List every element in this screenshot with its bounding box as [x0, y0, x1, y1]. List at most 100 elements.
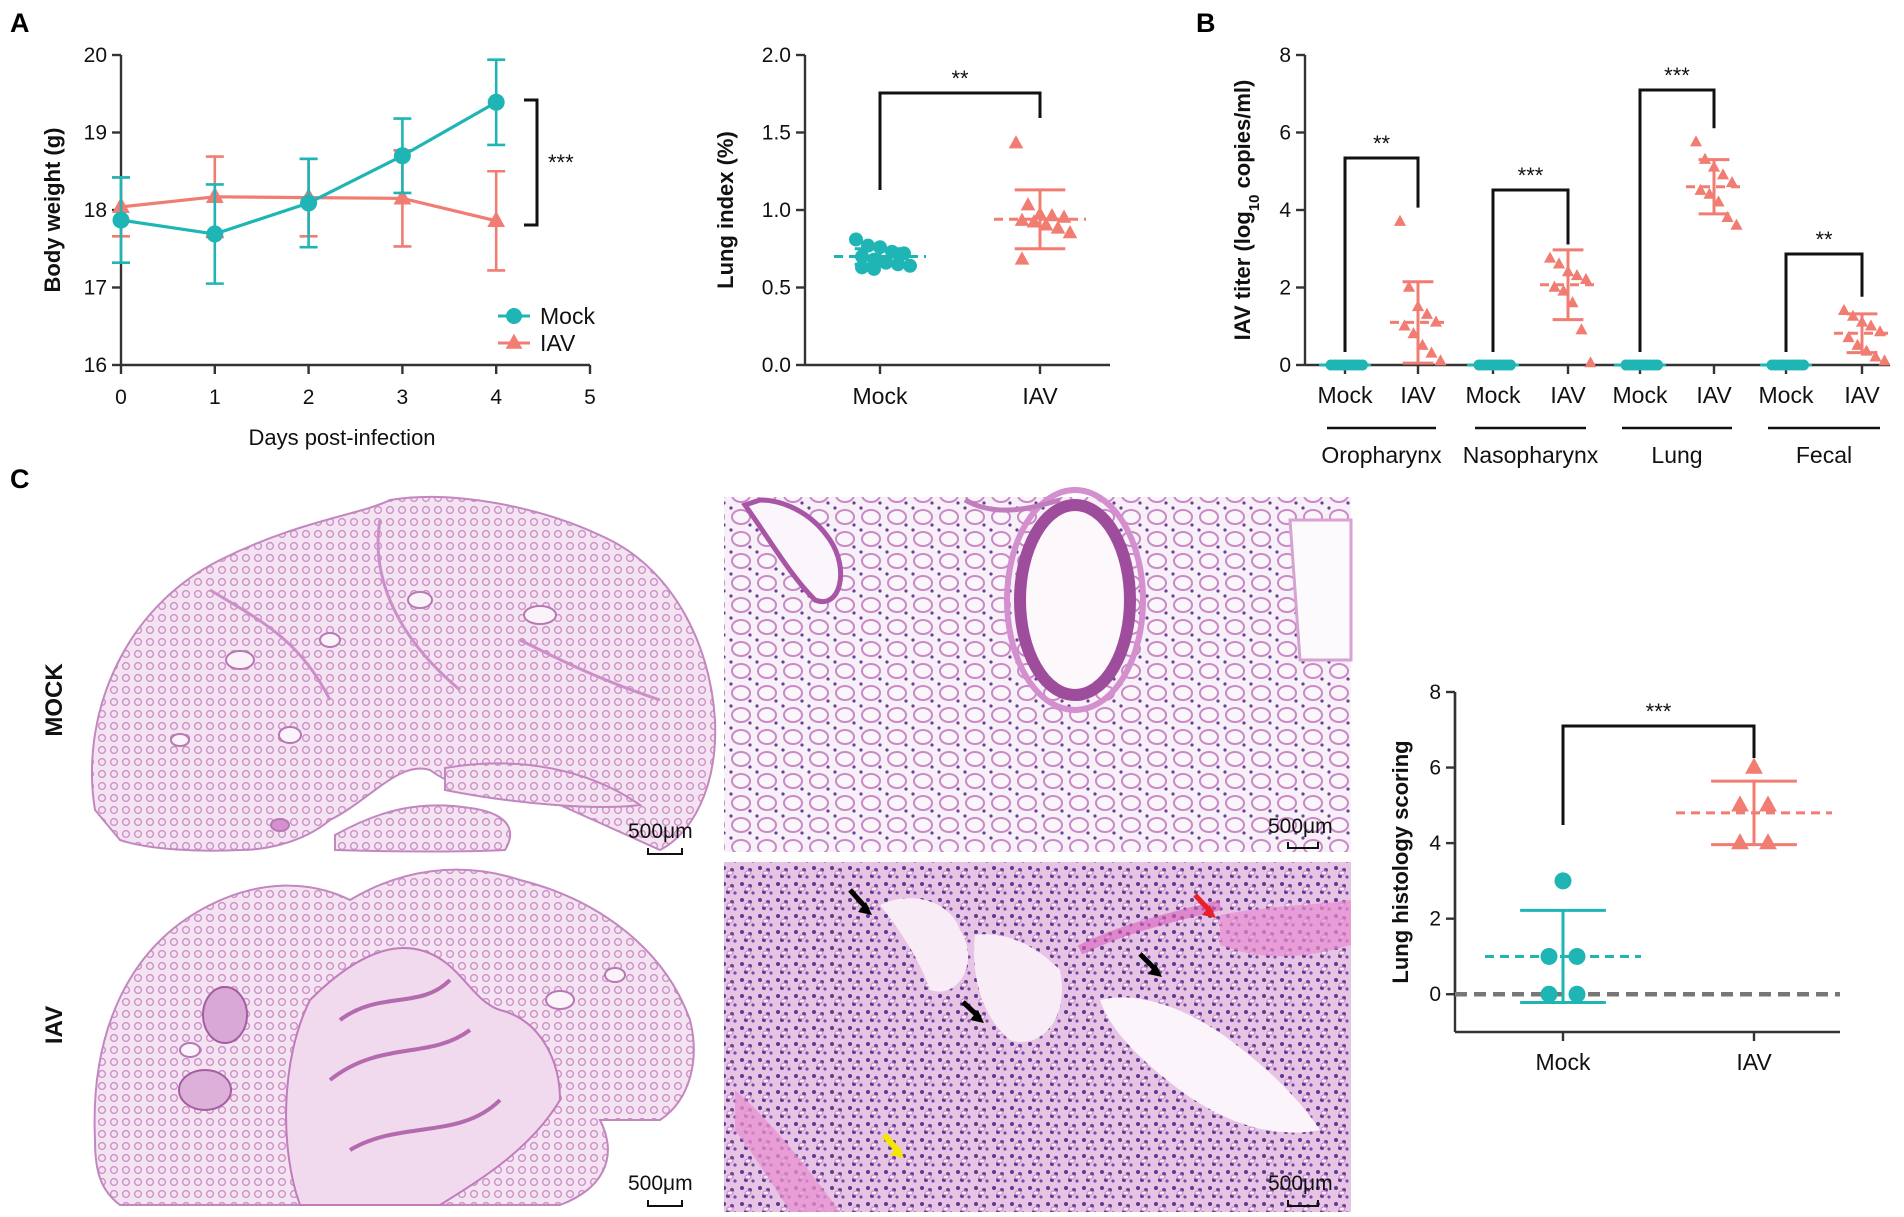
- lung-index-significance-bracket: [878, 91, 1042, 190]
- iav-legend-marker: [505, 333, 523, 349]
- histology-y-tick-label: 2: [1429, 908, 1441, 931]
- mock-data-point: [393, 147, 411, 165]
- oropharynx-iav-point: [1416, 338, 1429, 350]
- histology-y-axis-title: Lung histology scoring: [1388, 740, 1413, 983]
- lung-iav-point: [1703, 187, 1716, 199]
- lung-mock-point: [1652, 359, 1663, 371]
- lung-iav-point: [1689, 135, 1703, 147]
- nasopharynx-iav-point: [1570, 269, 1584, 281]
- red-arrow: [1193, 893, 1216, 918]
- fecal-group-label: Fecal: [1796, 442, 1852, 468]
- body-weight-x-tick-label: 5: [584, 386, 596, 409]
- fecal-iav-point: [1869, 350, 1882, 362]
- body-weight-x-axis-title: Days post-infection: [248, 425, 435, 450]
- oropharynx-iav-point: [1429, 315, 1443, 327]
- mock-lung-index-point: [903, 258, 917, 273]
- iav-titer-y-axis-title: IAV titer (log10 copies/ml): [1230, 80, 1263, 341]
- nasopharynx-x-tick-label: IAV: [1550, 382, 1586, 408]
- nasopharynx-iav-point: [1561, 265, 1575, 277]
- histology-y-tick-label: 0: [1429, 983, 1441, 1006]
- oropharynx-x-tick-label: Mock: [1318, 382, 1373, 408]
- histology-y-tick-label: 4: [1429, 832, 1441, 855]
- fecal-iav-point: [1846, 309, 1860, 321]
- lung-x-tick-label: IAV: [1696, 382, 1732, 408]
- oropharynx-mock-point: [1357, 359, 1368, 371]
- nasopharynx-iav-point: [1557, 284, 1570, 296]
- lung-index-x-tick-label: IAV: [1022, 383, 1058, 409]
- iav-lung-lowmag-image: [93, 868, 695, 1206]
- lung-index-x-tick-label: Mock: [853, 383, 908, 409]
- iav-titer-y-axis-title-part: copies/ml): [1230, 80, 1255, 195]
- iav-lung-highmag-image: [724, 862, 1351, 1212]
- mock-lung-index-point: [861, 238, 875, 253]
- iav-lung-index-point: [1038, 217, 1054, 231]
- mock-data-point: [487, 93, 505, 111]
- iav-lung-index-point: [1044, 207, 1060, 222]
- fecal-iav-point: [1873, 325, 1887, 337]
- iav-titer-y-axis-title-subscript: 10: [1246, 195, 1263, 212]
- nasopharynx-iav-point: [1552, 257, 1566, 269]
- iav-titer-y-tick-label: 0: [1279, 354, 1291, 377]
- yellow-arrow: [881, 1133, 904, 1158]
- mock-histology-point: [1540, 985, 1558, 1003]
- mock-lung-index-point: [849, 232, 863, 247]
- lung-group-label: Lung: [1651, 442, 1702, 468]
- oropharynx-iav-point: [1393, 214, 1407, 226]
- iav-histology-point: [1745, 757, 1763, 774]
- tissue-row-label-mock: MOCK: [41, 663, 68, 737]
- iav-lung-index-point: [1020, 197, 1036, 211]
- body-weight-x-tick-label: 3: [397, 386, 409, 409]
- iav-titer-y-tick-label: 4: [1279, 199, 1291, 222]
- nasopharynx-group-label: Nasopharynx: [1463, 442, 1599, 468]
- body-weight-y-axis-title: Body weight (g): [40, 128, 65, 293]
- iav-titer-y-tick-label: 2: [1279, 277, 1291, 300]
- histology-significance-bracket: [1561, 724, 1756, 825]
- lung-iav-point: [1707, 160, 1721, 172]
- lung-index-y-tick-label: 0.0: [762, 354, 791, 377]
- mock-lung-index-point: [855, 249, 869, 264]
- iav-titer-chart: 0 2 4 6 8 IAV titer (log10 copies/ml) Mock IAV O…: [1230, 44, 1891, 468]
- fecal-x-tick-label: IAV: [1844, 382, 1880, 408]
- body-weight-significance-label: ***: [548, 150, 574, 175]
- iav-data-point: [393, 188, 412, 205]
- mock-lung-index-point: [867, 261, 881, 276]
- mock-legend-marker: [506, 308, 522, 324]
- mock-lung-index-point: [873, 240, 887, 255]
- histology-y-tick-label: 6: [1429, 757, 1441, 780]
- mock-data-point: [300, 194, 318, 212]
- nasopharynx-iav-point: [1579, 272, 1593, 284]
- scale-bar-mock-high: [1287, 842, 1319, 849]
- scale-label-mock-low: 500μm: [628, 820, 693, 843]
- body-weight-y-tick-label: 19: [84, 122, 107, 145]
- iav-lung-index-point: [1062, 225, 1078, 239]
- iav-lung-index-point: [1032, 206, 1048, 220]
- iav-lung-index-point: [1008, 135, 1024, 149]
- lung-index-y-tick-label: 2.0: [762, 44, 791, 67]
- oropharynx-significance-label: **: [1373, 131, 1391, 156]
- fecal-mock-point: [1798, 359, 1809, 371]
- lung-index-y-tick-label: 1.0: [762, 199, 791, 222]
- oropharynx-group-label: Oropharynx: [1321, 442, 1442, 468]
- oropharynx-iav-point: [1425, 346, 1438, 358]
- iav-histology-point: [1759, 795, 1777, 812]
- lung-significance-bracket: [1638, 88, 1716, 352]
- fecal-iav-point: [1864, 319, 1878, 331]
- nasopharynx-significance-bracket: [1491, 188, 1570, 352]
- oropharynx-iav-point: [1434, 354, 1447, 366]
- fecal-iav-point: [1837, 303, 1851, 315]
- mock-data-point: [112, 211, 130, 229]
- fecal-iav-point: [1855, 315, 1869, 327]
- nasopharynx-x-tick-label: Mock: [1466, 382, 1521, 408]
- histology-x-tick-label: IAV: [1736, 1049, 1772, 1075]
- mock-lung-index-point: [879, 255, 893, 270]
- lung-iav-point: [1721, 210, 1734, 222]
- body-weight-x-tick-label: 0: [115, 386, 127, 409]
- iav-lung-index-point: [1026, 214, 1042, 228]
- iav-data-point: [487, 210, 506, 227]
- oropharynx-iav-point: [1407, 327, 1420, 339]
- iav-legend-label: IAV: [540, 330, 576, 356]
- oropharynx-iav-point: [1398, 319, 1411, 331]
- lung-index-y-axis-title: Lung index (%): [713, 131, 738, 289]
- black-arrow-2: [961, 1000, 984, 1023]
- mock-lung-highmag-image: [724, 487, 1353, 852]
